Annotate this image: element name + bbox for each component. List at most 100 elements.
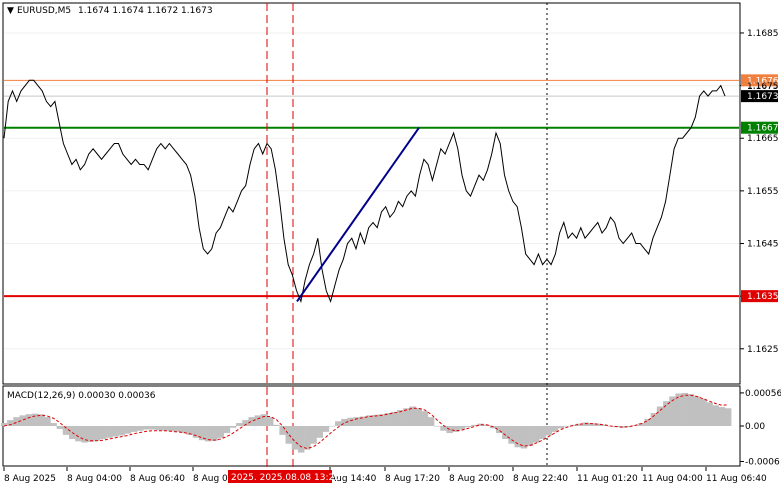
macd-bar	[545, 426, 552, 436]
macd-bar	[87, 426, 95, 442]
x-tick-label: Aug 14:40	[330, 474, 377, 484]
macd-bar	[409, 406, 416, 426]
macd-bar	[384, 413, 392, 426]
current-price-label: 1.1673	[747, 92, 779, 102]
macd-bar	[62, 426, 70, 435]
macd-bar	[81, 426, 88, 443]
macd-bar	[681, 392, 689, 426]
ohlc-values: 1.1674 1.1674 1.1672 1.1673	[78, 6, 213, 16]
level-box-red-support	[741, 290, 778, 303]
macd-bar	[223, 426, 231, 434]
macd-bar	[99, 426, 107, 439]
trendline-group[interactable]	[296, 127, 420, 302]
macd-bar	[38, 414, 45, 426]
macd-bar	[75, 426, 82, 442]
macd-bar	[31, 413, 39, 426]
macd-bar	[576, 423, 583, 426]
y-tick-label: 1.1625	[747, 345, 779, 355]
macd-bar	[440, 426, 447, 431]
macd-bar	[390, 411, 398, 426]
macd-bar	[279, 426, 286, 435]
macd-bar	[217, 426, 224, 438]
macd-bar	[638, 423, 645, 426]
macd-bar	[539, 426, 546, 439]
macd-bar	[483, 424, 491, 426]
macd-bar	[693, 396, 701, 426]
macd-bar	[297, 426, 305, 453]
macd-bar	[25, 414, 33, 426]
macd-bar	[167, 426, 175, 432]
macd-bar	[236, 423, 243, 426]
macd-y-tick-label: 0.00056	[745, 389, 781, 399]
macd-bar	[656, 406, 664, 426]
macd-bar	[564, 426, 571, 427]
macd-bar	[700, 398, 707, 426]
macd-bar	[669, 396, 676, 426]
macd-bar	[161, 426, 169, 431]
trendline[interactable]	[296, 127, 420, 302]
macd-bar	[242, 420, 249, 426]
header-toggle[interactable]: ▼	[7, 6, 14, 16]
macd-bar	[50, 423, 57, 426]
x-tick-label: 11 Aug 01:20	[577, 474, 638, 484]
level-label-upper-orange: 1.1676	[747, 76, 779, 86]
vertical-markers	[266, 3, 548, 467]
macd-bar	[260, 414, 268, 426]
level-label-red-support: 1.1635	[747, 292, 779, 302]
macd-bar	[304, 426, 311, 450]
macd-bar	[291, 426, 299, 450]
macd-bar	[143, 426, 150, 430]
y-tick-label: 1.1685	[747, 29, 779, 39]
x-tick-label: 11 Aug 06:40	[706, 474, 767, 484]
macd-bar	[0, 423, 8, 426]
macd-bar	[137, 426, 144, 431]
macd-y-tick-label: -0.0006	[745, 457, 780, 467]
macd-bar	[372, 414, 379, 426]
macd-axis: 0.00056 0.00 -0.0006	[740, 389, 781, 467]
macd-bar	[533, 426, 540, 443]
macd-bar	[310, 426, 317, 444]
macd-bar	[687, 394, 695, 426]
macd-bar	[229, 426, 237, 428]
macd-bar	[316, 426, 323, 438]
macd-bar	[322, 426, 330, 432]
cursor-time-label: 2025. 2025.08.08 13:25	[231, 473, 340, 483]
macd-bar	[13, 417, 20, 426]
current-price-box	[741, 90, 778, 103]
level-box-upper-orange	[741, 74, 778, 87]
macd-bar	[106, 426, 113, 438]
macd-bar	[353, 417, 361, 426]
macd-bar	[205, 426, 212, 442]
x-tick-label: 8 Aug 22:40	[513, 474, 568, 484]
cursor-time-box	[228, 470, 332, 483]
macd-bar	[93, 426, 101, 441]
macd-bar	[44, 417, 51, 426]
macd-bar	[118, 426, 125, 436]
macd-bar	[508, 426, 515, 444]
symbol-label: EURUSD,M5	[17, 6, 71, 16]
macd-bar	[112, 426, 119, 437]
x-tick-label: 8 Aug 04:00	[67, 474, 122, 484]
macd-bar	[155, 426, 163, 431]
macd-bar	[644, 418, 651, 426]
macd-bar	[551, 426, 559, 432]
macd-bar	[359, 416, 367, 426]
macd-bar	[675, 393, 682, 426]
macd-bar	[273, 424, 280, 426]
macd-label: MACD(12,26,9) 0.00030 0.00036	[7, 391, 156, 401]
macd-bar	[706, 402, 713, 426]
macd-bar	[347, 417, 354, 426]
macd-bar	[434, 426, 441, 427]
macd-bar	[19, 415, 26, 426]
macd-bar	[471, 424, 478, 426]
y-tick-label: 1.1675	[747, 82, 779, 92]
macd-bar	[712, 405, 720, 426]
macd-bar	[192, 426, 200, 438]
macd-bar	[254, 415, 262, 426]
macd-bar	[248, 417, 255, 426]
time-axis: 8 Aug 2025 8 Aug 04:00 8 Aug 06:40 8 Aug 0 A…	[3, 467, 767, 484]
macd-series	[0, 392, 732, 453]
level-label-green-level: 1.1667	[747, 124, 779, 134]
macd-bar	[266, 417, 274, 426]
